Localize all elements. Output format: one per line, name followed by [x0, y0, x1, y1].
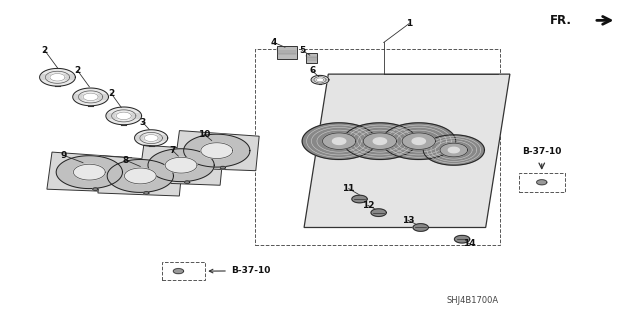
Bar	[306, 53, 317, 63]
Bar	[162, 262, 205, 280]
Text: 5: 5	[299, 46, 305, 55]
Polygon shape	[382, 123, 456, 160]
Polygon shape	[306, 55, 317, 57]
Text: B-37-10: B-37-10	[522, 147, 561, 156]
Polygon shape	[316, 78, 324, 82]
Polygon shape	[276, 48, 297, 51]
Text: 2: 2	[75, 66, 81, 76]
Text: 11: 11	[342, 184, 355, 193]
Polygon shape	[40, 69, 76, 86]
Polygon shape	[73, 88, 108, 106]
Polygon shape	[454, 235, 470, 243]
Polygon shape	[139, 145, 223, 185]
Polygon shape	[173, 269, 184, 274]
Polygon shape	[412, 138, 426, 145]
Polygon shape	[116, 112, 131, 120]
Bar	[519, 173, 564, 192]
Polygon shape	[364, 133, 397, 149]
Text: 9: 9	[61, 151, 67, 160]
Polygon shape	[352, 195, 367, 203]
Polygon shape	[220, 166, 225, 169]
Polygon shape	[343, 123, 417, 160]
Polygon shape	[184, 181, 190, 183]
Text: 2: 2	[108, 89, 114, 98]
Text: 8: 8	[122, 156, 129, 165]
Text: FR.: FR.	[550, 14, 572, 27]
Polygon shape	[144, 192, 149, 194]
Polygon shape	[448, 147, 460, 153]
Polygon shape	[56, 156, 122, 189]
Polygon shape	[107, 160, 173, 192]
Polygon shape	[201, 143, 233, 159]
Polygon shape	[371, 209, 387, 216]
Polygon shape	[323, 133, 356, 149]
Polygon shape	[106, 107, 141, 125]
Polygon shape	[332, 138, 346, 145]
Text: 1: 1	[406, 19, 412, 28]
Polygon shape	[311, 75, 329, 84]
Bar	[255, 49, 500, 245]
Polygon shape	[184, 134, 250, 167]
Polygon shape	[50, 74, 65, 81]
Polygon shape	[373, 138, 387, 145]
Polygon shape	[440, 143, 468, 157]
Text: 7: 7	[169, 145, 175, 154]
Polygon shape	[402, 133, 435, 149]
Polygon shape	[174, 130, 259, 171]
Polygon shape	[98, 156, 182, 196]
Text: 10: 10	[198, 130, 210, 139]
Text: 12: 12	[362, 201, 374, 210]
Polygon shape	[74, 164, 105, 180]
Polygon shape	[93, 188, 98, 190]
Polygon shape	[423, 135, 484, 165]
Text: 3: 3	[140, 118, 146, 127]
Polygon shape	[537, 180, 547, 185]
Polygon shape	[47, 152, 132, 192]
Polygon shape	[124, 168, 156, 184]
Text: 6: 6	[309, 66, 316, 76]
Text: SHJ4B1700A: SHJ4B1700A	[447, 296, 499, 305]
Polygon shape	[148, 149, 214, 182]
Polygon shape	[144, 135, 158, 141]
Polygon shape	[165, 157, 197, 173]
Text: 13: 13	[402, 216, 414, 225]
Text: B-37-10: B-37-10	[209, 266, 270, 275]
Text: 2: 2	[42, 46, 48, 55]
Bar	[276, 46, 297, 59]
Polygon shape	[134, 130, 168, 146]
Polygon shape	[413, 224, 428, 231]
Text: 4: 4	[271, 38, 277, 47]
Text: 14: 14	[463, 240, 476, 249]
Polygon shape	[83, 93, 98, 100]
Polygon shape	[302, 123, 376, 160]
Polygon shape	[304, 74, 510, 227]
